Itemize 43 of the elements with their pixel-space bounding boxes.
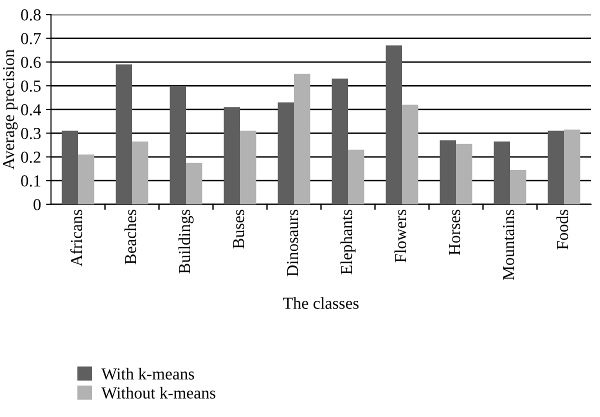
bar xyxy=(132,141,148,204)
bar xyxy=(402,104,418,204)
bar xyxy=(78,154,94,204)
x-tick-label: Horses xyxy=(449,210,460,256)
x-tick-label: Buses xyxy=(233,210,244,249)
y-tick-label: 0.3 xyxy=(21,128,41,140)
x-tick-label: Dinosaurs xyxy=(286,210,298,276)
bar xyxy=(278,102,294,204)
y-tick-label: 0.2 xyxy=(21,152,40,163)
y-axis-title: Average precision xyxy=(3,49,18,170)
bar xyxy=(440,140,456,204)
bar xyxy=(564,130,580,204)
y-tick-label: 0.6 xyxy=(21,56,41,68)
bar xyxy=(456,144,472,204)
x-axis-title: The classes xyxy=(283,297,359,309)
x-tick-label: Elephants xyxy=(340,210,356,274)
bar xyxy=(386,45,402,204)
bar xyxy=(332,78,348,204)
bar xyxy=(348,150,364,204)
y-tick-label: 0 xyxy=(34,199,41,210)
x-tick-label: Africans xyxy=(70,210,82,266)
bar xyxy=(494,141,510,204)
bar xyxy=(240,130,256,204)
bar xyxy=(224,107,240,204)
y-tick-label: 0.1 xyxy=(21,175,40,187)
bar xyxy=(294,74,310,204)
bar xyxy=(62,130,78,204)
bar xyxy=(170,86,186,204)
y-tick-label: 0.8 xyxy=(21,9,41,21)
bar xyxy=(510,170,526,204)
x-tick-label: Foods xyxy=(556,210,568,250)
x-tick-label: Mountains xyxy=(502,210,514,280)
y-tick-label: 0.5 xyxy=(21,80,41,92)
x-tick-label: Flowers xyxy=(394,210,406,262)
y-tick-label: 0.7 xyxy=(21,33,41,44)
y-tick-label: 0.4 xyxy=(21,104,42,116)
bar xyxy=(548,130,564,204)
x-tick-label: Beaches xyxy=(124,210,136,264)
legend-label: With k-means xyxy=(101,368,194,380)
bar xyxy=(186,162,202,204)
legend-label: Without k-means xyxy=(101,386,216,399)
bar xyxy=(116,64,132,204)
x-tick-label: Buildings xyxy=(178,210,194,274)
